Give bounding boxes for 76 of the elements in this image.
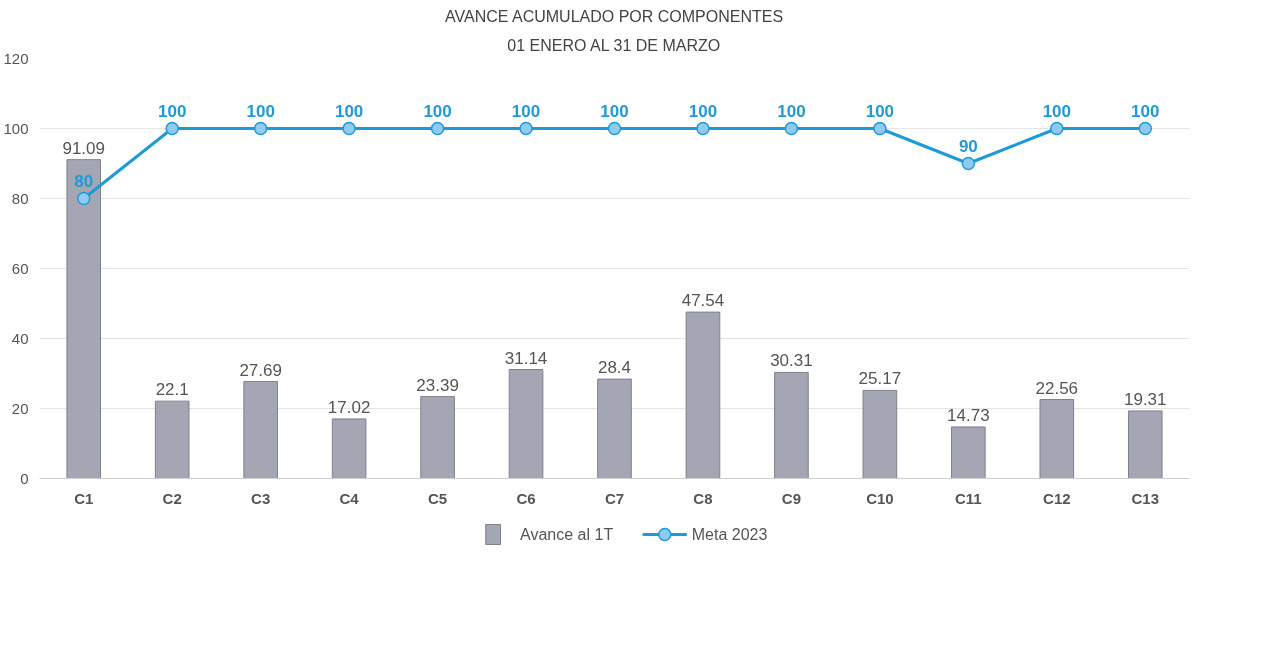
x-tick-label: C4	[339, 489, 360, 507]
y-tick-label: 100	[3, 119, 29, 137]
data-label: 27.69	[239, 360, 282, 380]
bar	[1039, 399, 1075, 479]
point	[696, 121, 710, 136]
bar	[420, 396, 455, 479]
data-label: 17.02	[327, 397, 371, 417]
bar	[243, 381, 278, 479]
data-label: 30.31	[770, 351, 813, 371]
data-label: 100	[158, 101, 187, 121]
point	[1138, 121, 1153, 136]
y-tick-label: 120	[3, 49, 29, 67]
point	[342, 121, 356, 136]
y-tick-label: 80	[11, 189, 29, 207]
data-label: 47.54	[681, 291, 725, 311]
point	[430, 121, 445, 136]
data-label: 23.39	[416, 375, 459, 395]
x-tick-label: C9	[781, 489, 802, 507]
y-tick-label: 60	[11, 259, 29, 277]
x-tick-label: C6	[516, 489, 536, 507]
y-tick-label: 0	[20, 469, 29, 487]
data-label: 91.09	[62, 138, 106, 158]
x-tick-label: C5	[427, 489, 448, 507]
data-label: 19.31	[1124, 389, 1167, 409]
data-label: 100	[1131, 101, 1160, 121]
x-tick-label: C3	[251, 489, 271, 507]
point	[253, 121, 268, 136]
chart-title: AVANCE ACUMULADO POR COMPONENTES	[445, 7, 784, 25]
point	[76, 191, 91, 206]
data-label: 100	[246, 101, 275, 121]
data-label: 25.17	[858, 369, 902, 389]
data-label: 22.56	[1035, 378, 1079, 398]
x-tick-label: C12	[1043, 489, 1071, 507]
data-label: 22.1	[155, 380, 189, 400]
data-label: 31.14	[504, 348, 548, 368]
point	[784, 121, 799, 136]
y-tick-label: 40	[11, 329, 29, 347]
bar	[685, 311, 721, 479]
legend-label: Avance al 1T	[520, 526, 614, 543]
bar	[154, 400, 190, 479]
bar	[951, 426, 986, 479]
point	[519, 121, 533, 136]
data-label: 90	[958, 136, 978, 156]
data-label: 100	[423, 101, 452, 121]
point	[1050, 121, 1064, 136]
point	[607, 121, 622, 136]
bar	[862, 389, 898, 479]
bar	[508, 369, 544, 479]
bar	[774, 371, 809, 479]
bar	[331, 418, 367, 479]
y-tick-label: 20	[11, 399, 29, 417]
data-label: 100	[511, 101, 541, 121]
point	[165, 121, 179, 136]
x-tick-label: C2	[162, 489, 182, 507]
data-label: 100	[865, 101, 895, 121]
x-tick-label: C10	[866, 489, 894, 507]
x-tick-label: C1	[74, 489, 94, 507]
data-label: 14.73	[947, 405, 990, 425]
data-label: 100	[600, 101, 629, 121]
x-tick-label: C7	[604, 489, 625, 507]
chart-subtitle: 01 ENERO AL 31 DE MARZO	[507, 36, 721, 54]
data-label: 100	[1042, 101, 1071, 121]
x-tick-label: C8	[693, 489, 713, 507]
data-label: 80	[74, 171, 94, 191]
bar	[1127, 410, 1163, 479]
point	[873, 121, 887, 136]
x-tick-label: C13	[1131, 489, 1160, 507]
data-label: 100	[334, 101, 364, 121]
bar	[597, 378, 632, 479]
data-label: 100	[777, 101, 806, 121]
data-label: 100	[688, 101, 718, 121]
bar	[66, 159, 102, 479]
data-label: 28.4	[597, 358, 632, 378]
legend-label: Meta 2023	[691, 526, 768, 543]
point	[961, 156, 976, 171]
x-tick-label: C11	[955, 489, 982, 507]
